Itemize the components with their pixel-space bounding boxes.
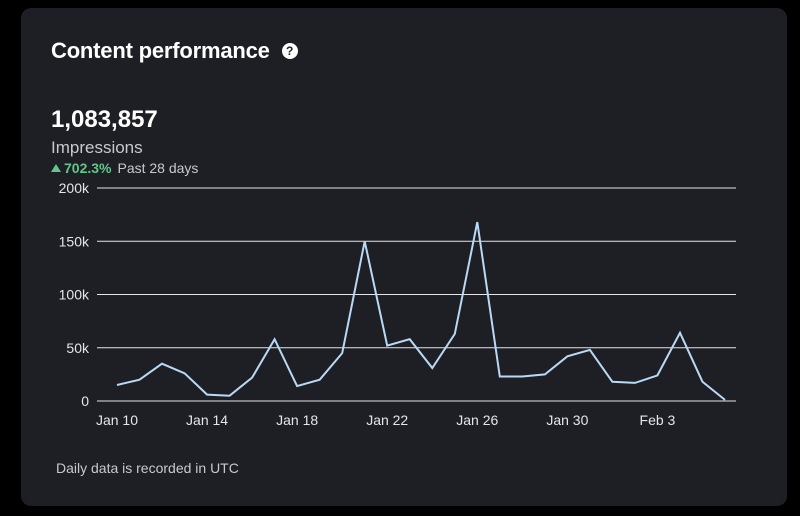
data-point[interactable] xyxy=(317,377,323,383)
x-tick-label: Jan 10 xyxy=(96,412,138,428)
data-point[interactable] xyxy=(249,375,255,381)
data-point[interactable] xyxy=(677,330,683,336)
data-point[interactable] xyxy=(497,374,503,380)
x-tick-label: Feb 3 xyxy=(640,412,676,428)
data-point[interactable] xyxy=(227,393,233,399)
data-point[interactable] xyxy=(182,370,188,376)
y-tick-label: 200k xyxy=(59,180,90,196)
x-tick-label: Jan 14 xyxy=(186,412,228,428)
data-point[interactable] xyxy=(339,350,345,356)
data-point[interactable] xyxy=(362,238,368,244)
data-point[interactable] xyxy=(384,343,390,349)
impressions-series-line xyxy=(116,221,726,401)
data-point[interactable] xyxy=(272,336,278,342)
data-point[interactable] xyxy=(137,377,143,383)
y-tick-label: 0 xyxy=(81,393,89,409)
change-indicator: 702.3% Past 28 days xyxy=(51,160,198,176)
data-point[interactable] xyxy=(114,382,120,388)
data-point[interactable] xyxy=(542,371,548,377)
card-header: Content performance ? xyxy=(51,38,298,64)
card-title: Content performance xyxy=(51,38,270,63)
x-tick-label: Jan 18 xyxy=(276,412,318,428)
impressions-line-chart: 0 50k 100k 150k 200k Jan 10 Jan 14 Jan 18 Jan 22… xyxy=(59,180,736,428)
data-point[interactable] xyxy=(204,392,210,398)
y-tick-label: 100k xyxy=(59,287,90,303)
data-point[interactable] xyxy=(429,365,435,371)
data-point[interactable] xyxy=(564,353,570,359)
data-point[interactable] xyxy=(632,380,638,386)
footnote: Daily data is recorded in UTC xyxy=(56,460,239,476)
data-point[interactable] xyxy=(407,336,413,342)
data-point[interactable] xyxy=(159,361,165,367)
data-point[interactable] xyxy=(609,379,615,385)
y-tick-label: 50k xyxy=(66,340,90,356)
x-tick-label: Jan 30 xyxy=(546,412,588,428)
data-point[interactable] xyxy=(654,372,660,378)
x-tick-label: Jan 26 xyxy=(456,412,498,428)
data-point[interactable] xyxy=(587,347,593,353)
data-point[interactable] xyxy=(474,219,480,225)
content-performance-card: Content performance ? 1,083,857 Impressi… xyxy=(21,8,787,506)
data-point[interactable] xyxy=(699,379,705,385)
impressions-value: 1,083,857 xyxy=(51,106,158,133)
change-period: Past 28 days xyxy=(117,160,199,176)
data-point[interactable] xyxy=(452,331,458,337)
question-circle-icon[interactable]: ? xyxy=(281,43,298,59)
data-point[interactable] xyxy=(722,397,728,403)
x-tick-label: Jan 22 xyxy=(366,412,408,428)
impressions-label: Impressions xyxy=(51,138,143,157)
data-point[interactable] xyxy=(519,374,525,380)
up-arrow-icon xyxy=(51,164,61,172)
y-tick-label: 150k xyxy=(59,233,90,249)
change-percent: 702.3% xyxy=(64,160,112,176)
data-point[interactable] xyxy=(294,383,300,389)
